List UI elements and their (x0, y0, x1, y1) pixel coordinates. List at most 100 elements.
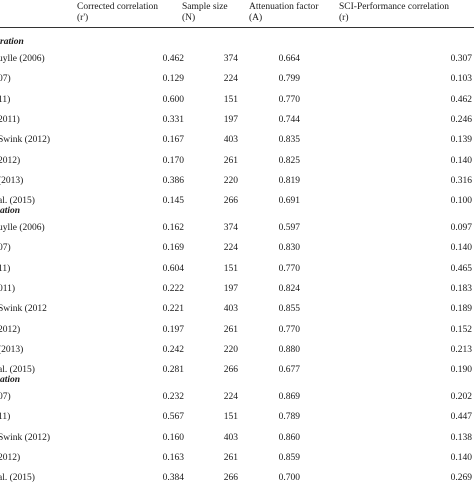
study-cell: al. (2015) (0, 365, 35, 376)
table-row: uylle (2006) 0.162 374 0.597 0.097 (0, 222, 474, 234)
corrected-correlation-cell: 0.129 (162, 74, 184, 85)
sample-size-cell: 261 (223, 452, 238, 463)
study-cell: 07) (0, 392, 11, 402)
sample-size-cell: 403 (223, 304, 238, 315)
table-row: 07) 0.232 224 0.869 0.202 (0, 391, 474, 403)
header-subtitle: (A) (249, 13, 263, 23)
table-row: 11) 0.567 151 0.789 0.447 (0, 411, 474, 423)
table-row: 07) 0.129 224 0.799 0.103 (0, 73, 474, 85)
header-subtitle: (r) (339, 13, 349, 23)
attenuation-factor-cell: 0.880 (278, 344, 300, 355)
study-cell: 2011) (0, 114, 20, 125)
table-row: Swink (2012) 0.167 403 0.835 0.139 (0, 134, 474, 146)
attenuation-factor-cell: 0.597 (278, 223, 300, 233)
sample-size-cell: 403 (223, 432, 238, 443)
corrected-correlation-cell: 0.600 (162, 94, 184, 105)
table-row: 2012) 0.170 261 0.825 0.140 (0, 155, 474, 167)
sci-performance-correlation-cell: 0.316 (450, 175, 472, 186)
table-row: 2011) 0.331 197 0.744 0.246 (0, 114, 474, 126)
attenuation-factor-cell: 0.855 (278, 304, 300, 315)
sample-size-cell: 403 (223, 135, 238, 146)
study-cell: Swink (2012) (0, 135, 50, 146)
study-cell: uylle (2006) (0, 54, 45, 64)
sci-performance-correlation-cell: 0.140 (450, 452, 472, 463)
attenuation-factor-cell: 0.824 (278, 283, 300, 294)
sci-performance-correlation-cell: 0.138 (450, 432, 472, 443)
corrected-correlation-cell: 0.281 (162, 365, 184, 376)
header-title: SCI-Performance correlation (339, 2, 449, 12)
sample-size-cell: 261 (223, 324, 238, 335)
study-cell: 07) (0, 74, 11, 85)
study-cell: 11) (0, 263, 11, 274)
attenuation-factor-cell: 0.859 (278, 452, 300, 463)
sample-size-cell: 220 (223, 175, 238, 186)
corrected-correlation-cell: 0.221 (162, 304, 184, 315)
sample-size-cell: 224 (223, 74, 238, 85)
column-header-sample-size: Sample size (N) (182, 2, 228, 24)
study-cell: 11) (0, 412, 11, 423)
study-cell: (2013) (0, 175, 24, 186)
table-row: 2012) 0.197 261 0.770 0.152 (0, 324, 474, 336)
header-title: Attenuation factor (249, 2, 319, 12)
sci-performance-correlation-cell: 0.103 (450, 74, 472, 85)
corrected-correlation-cell: 0.197 (162, 324, 184, 335)
attenuation-factor-cell: 0.770 (278, 324, 300, 335)
attenuation-factor-cell: 0.677 (278, 365, 300, 376)
table-row: al. (2015) 0.145 266 0.691 0.100 (0, 195, 474, 207)
sample-size-cell: 374 (223, 223, 238, 233)
study-cell: 011) (0, 283, 16, 294)
corrected-correlation-cell: 0.167 (162, 135, 184, 146)
table-row: Swink (2012) 0.160 403 0.860 0.138 (0, 432, 474, 444)
attenuation-factor-cell: 0.835 (278, 135, 300, 146)
sci-performance-correlation-cell: 0.190 (450, 365, 472, 376)
sci-performance-correlation-cell: 0.213 (450, 344, 472, 355)
corrected-correlation-cell: 0.222 (162, 283, 184, 294)
attenuation-factor-cell: 0.819 (278, 175, 300, 186)
header-title: Sample size (182, 2, 228, 12)
sci-performance-correlation-cell: 0.140 (450, 243, 472, 254)
section-label: ation (0, 375, 21, 385)
study-cell: 11) (0, 94, 11, 105)
sample-size-cell: 151 (223, 263, 238, 274)
sci-performance-correlation-cell: 0.465 (450, 263, 472, 274)
study-cell: Swink (2012) (0, 432, 50, 443)
corrected-correlation-cell: 0.386 (162, 175, 184, 186)
section-label: ration (0, 37, 24, 47)
table-row: 011) 0.222 197 0.824 0.183 (0, 283, 474, 295)
sample-size-cell: 224 (223, 243, 238, 254)
table-row: uylle (2006) 0.462 374 0.664 0.307 (0, 53, 474, 65)
sci-performance-correlation-cell: 0.307 (450, 54, 472, 64)
sample-size-cell: 266 (223, 365, 238, 376)
study-cell: uylle (2006) (0, 223, 45, 233)
corrected-correlation-cell: 0.462 (162, 54, 184, 64)
sci-performance-correlation-cell: 0.189 (450, 304, 472, 315)
table-row: 07) 0.169 224 0.830 0.140 (0, 242, 474, 254)
column-header-corrected-correlation: Corrected correlation (r') (77, 2, 158, 24)
corrected-correlation-cell: 0.162 (162, 223, 184, 233)
table-row: Swink (2012 0.221 403 0.855 0.189 (0, 303, 474, 315)
attenuation-factor-cell: 0.869 (278, 392, 300, 402)
corrected-correlation-cell: 0.145 (162, 196, 184, 207)
attenuation-factor-cell: 0.860 (278, 432, 300, 443)
header-subtitle: (r') (77, 13, 89, 23)
table-row: (2013) 0.242 220 0.880 0.213 (0, 344, 474, 356)
study-cell: Swink (2012 (0, 304, 47, 315)
section-label: ation (0, 206, 21, 216)
attenuation-factor-cell: 0.825 (278, 155, 300, 166)
table-row: 2012) 0.163 261 0.859 0.140 (0, 452, 474, 464)
corrected-correlation-cell: 0.160 (162, 432, 184, 443)
study-cell: 2012) (0, 324, 21, 335)
attenuation-factor-cell: 0.691 (278, 196, 300, 207)
attenuation-factor-cell: 0.664 (278, 54, 300, 64)
sci-performance-correlation-cell: 0.183 (450, 283, 472, 294)
sample-size-cell: 261 (223, 155, 238, 166)
table-row: 11) 0.600 151 0.770 0.462 (0, 94, 474, 106)
sci-performance-correlation-cell: 0.100 (450, 196, 472, 207)
corrected-correlation-cell: 0.170 (162, 155, 184, 166)
sci-performance-correlation-cell: 0.139 (450, 135, 472, 146)
corrected-correlation-cell: 0.604 (162, 263, 184, 274)
sample-size-cell: 197 (223, 283, 238, 294)
corrected-correlation-cell: 0.567 (162, 412, 184, 423)
sci-performance-correlation-cell: 0.202 (450, 392, 472, 402)
attenuation-factor-cell: 0.789 (278, 412, 300, 423)
